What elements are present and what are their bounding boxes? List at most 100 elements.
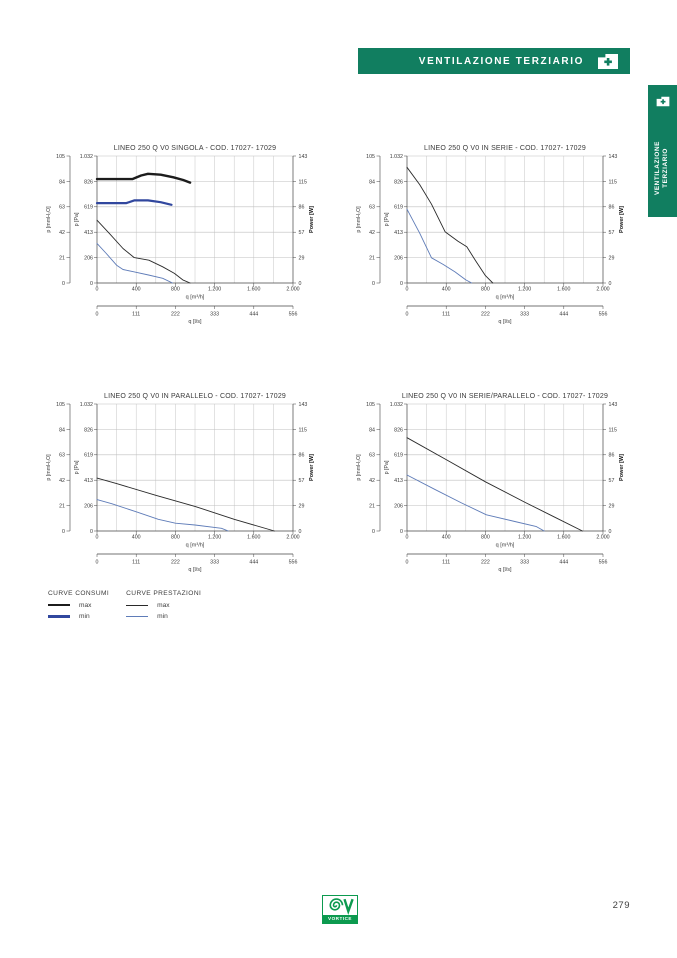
tick-label: 86	[299, 205, 305, 211]
tick-label: 400	[132, 535, 141, 541]
tick-label: 800	[171, 535, 180, 541]
tick-label: 86	[609, 205, 615, 211]
tick-label: 57	[609, 230, 615, 236]
chart-lineo-in-parallelo: LINEO 250 Q V0 IN PARALLELO - COD. 17027…	[40, 384, 340, 574]
tick-label: 115	[299, 179, 307, 185]
tick-label: 0	[299, 281, 302, 287]
legend-group-consumi: CURVE CONSUMI max min	[48, 590, 109, 620]
tick-label: 1.200	[208, 287, 221, 293]
axis-label-pa: p [Pa]	[74, 460, 80, 474]
axis-label-x: q [m³/h]	[186, 295, 205, 301]
tick-label: 0	[96, 535, 99, 541]
tick-label: 206	[84, 256, 93, 262]
legend-item: min	[48, 613, 109, 620]
axis-label-pa: p [Pa]	[384, 460, 390, 474]
section-side-tab-label: VENTILAZIONE TERZIARIO	[653, 140, 669, 196]
curve-prestazioni_min	[406, 474, 545, 532]
tick-label: 111	[132, 312, 140, 318]
chart-title: LINEO 250 Q V0 SINGOLA - COD. 17027- 170…	[114, 145, 276, 152]
tick-label: 206	[394, 256, 403, 262]
tick-label: 29	[609, 256, 615, 262]
chart-svg: LINEO 250 Q V0 SINGOLA - COD. 17027- 170…	[46, 145, 315, 325]
tick-label: 0	[90, 281, 93, 287]
legend-item-label: max	[79, 601, 92, 609]
tick-label: 1.032	[390, 154, 403, 160]
tick-label: 556	[289, 560, 298, 566]
tick-label: 84	[59, 427, 65, 433]
axis-label-power: Power [W]	[309, 454, 315, 481]
tick-label: 42	[59, 478, 65, 484]
tick-label: 42	[59, 230, 65, 236]
page-number: 279	[612, 900, 630, 911]
tick-label: 21	[369, 256, 375, 262]
tick-label: 0	[96, 312, 99, 318]
tick-label: 400	[442, 535, 451, 541]
axis-label-power: Power [W]	[619, 454, 625, 481]
tick-label: 0	[372, 529, 375, 535]
tick-label: 222	[171, 560, 180, 566]
tick-label: 84	[369, 179, 375, 185]
tick-label: 222	[481, 312, 490, 318]
chart-svg: LINEO 250 Q V0 IN SERIE/PARALLELO - COD.…	[356, 393, 625, 573]
tick-label: 1.600	[247, 535, 260, 541]
legend-item: max	[126, 602, 201, 609]
legend-item-label: min	[157, 613, 168, 620]
tick-label: 0	[406, 287, 409, 293]
axis-label-x-secondary: q [l/s]	[188, 567, 202, 573]
tick-label: 333	[520, 560, 529, 566]
tick-label: 619	[84, 205, 93, 211]
tick-label: 0	[62, 281, 65, 287]
curve-prestazioni_min	[96, 242, 173, 284]
axis-label-pa: p [Pa]	[74, 212, 80, 226]
folder-plus-icon	[597, 53, 619, 70]
axis-label-x: q [m³/h]	[496, 295, 515, 301]
tick-label: 84	[369, 427, 375, 433]
tick-label: 105	[366, 402, 375, 408]
tick-label: 556	[599, 560, 608, 566]
tick-label: 86	[299, 453, 305, 459]
axis-label-mmh2o: p [mmH₂O]	[46, 454, 52, 481]
axis-label-x-secondary: q [l/s]	[188, 319, 202, 325]
tick-label: 619	[84, 453, 93, 459]
tick-label: 1.600	[557, 535, 570, 541]
vortice-logo-wordmark: VORTICE	[323, 915, 357, 923]
tick-label: 21	[59, 256, 65, 262]
tick-label: 63	[369, 205, 375, 211]
tick-label: 42	[369, 230, 375, 236]
tick-label: 444	[559, 560, 568, 566]
tick-label: 333	[210, 312, 219, 318]
section-banner: VENTILAZIONE TERZIARIO	[358, 48, 630, 74]
tick-label: 143	[609, 154, 618, 160]
tick-label: 105	[56, 154, 65, 160]
tick-label: 115	[609, 179, 617, 185]
tick-label: 1.600	[247, 287, 260, 293]
legend-item-label: max	[157, 601, 170, 609]
tick-label: 222	[171, 312, 180, 318]
tick-label: 1.032	[390, 402, 403, 408]
chart-lineo-in-serie-parallelo: LINEO 250 Q V0 IN SERIE/PARALLELO - COD.…	[350, 384, 650, 574]
tick-label: 800	[171, 287, 180, 293]
tick-label: 1.032	[80, 154, 93, 160]
tick-label: 29	[609, 504, 615, 510]
tick-label: 0	[400, 281, 403, 287]
tick-label: 400	[132, 287, 141, 293]
tick-label: 115	[299, 427, 307, 433]
legend-group-title: CURVE CONSUMI	[48, 590, 110, 597]
legend-group-title: CURVE PRESTAZIONI	[126, 590, 202, 597]
tick-label: 826	[84, 427, 93, 433]
tick-label: 0	[96, 560, 99, 566]
axis-label-power: Power [W]	[309, 206, 315, 233]
tick-label: 0	[299, 529, 302, 535]
legend-item-label: min	[79, 613, 90, 620]
tick-label: 619	[394, 453, 403, 459]
legend-line-sample	[126, 604, 149, 606]
axis-label-x-secondary: q [l/s]	[498, 567, 512, 573]
curve-consumi_max	[95, 172, 192, 184]
tick-label: 400	[442, 287, 451, 293]
curves-legend: CURVE CONSUMI max min CURVE PRESTAZIONI …	[48, 590, 201, 620]
tick-label: 111	[132, 560, 140, 566]
curve-consumi_min	[95, 199, 173, 206]
tick-label: 556	[599, 312, 608, 318]
chart-title: LINEO 250 Q V0 IN PARALLELO - COD. 17027…	[104, 393, 286, 400]
section-side-tab: VENTILAZIONE TERZIARIO	[648, 85, 677, 217]
